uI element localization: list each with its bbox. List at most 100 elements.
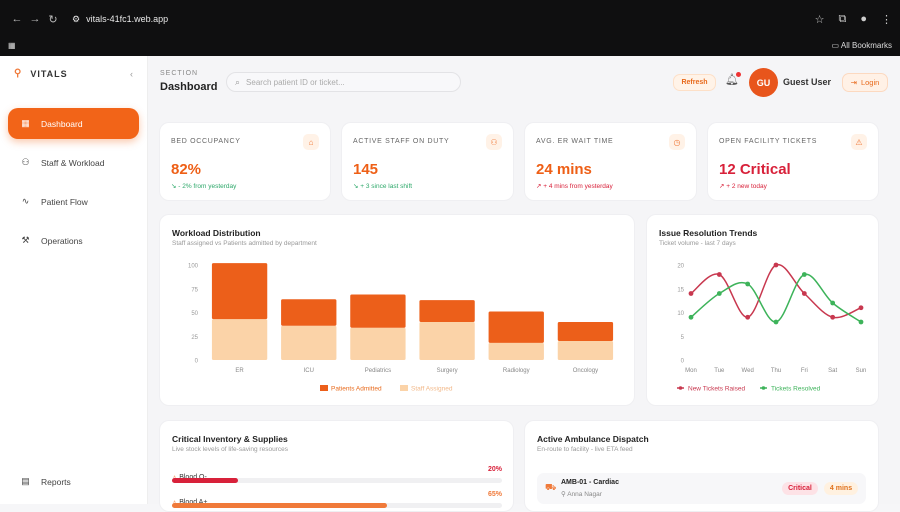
- y-tick-label: 15: [677, 287, 684, 293]
- y-tick-label: 0: [681, 359, 685, 365]
- drop-icon: ♁: [172, 499, 177, 506]
- ambulance-card: Active Ambulance Dispatch En-route to fa…: [524, 420, 879, 512]
- profile-icon[interactable]: ●: [860, 12, 867, 25]
- alert-icon: ⚠: [851, 134, 867, 150]
- kpi-trend: ↗ + 2 new today: [719, 183, 767, 190]
- data-point: [716, 291, 722, 296]
- sidebar-item-label: Staff & Workload: [41, 157, 105, 168]
- back-icon[interactable]: ←: [11, 13, 23, 25]
- all-bookmarks[interactable]: ▭ All Bookmarks: [831, 40, 892, 50]
- sidebar-item-patient-flow[interactable]: ∿ Patient Flow: [8, 186, 139, 217]
- priority-badge: Critical: [782, 482, 818, 495]
- x-tick-label: Radiology: [503, 368, 530, 374]
- x-tick-label: Sun: [856, 368, 867, 374]
- x-tick-label: Fri: [801, 368, 808, 374]
- kpi-label: ACTIVE STAFF ON DUTY: [353, 138, 450, 145]
- brand-name: VITALS: [30, 68, 68, 79]
- sidebar-item-operations[interactable]: ⚒ Operations: [8, 225, 139, 256]
- ambulance-name: AMB-01 - Cardiac: [561, 479, 619, 486]
- location-pin-icon: ⚲: [14, 68, 23, 79]
- ambulance-list-item[interactable]: ⛟ AMB-01 - Cardiac ⚲ Anna Nagar Critical…: [537, 473, 866, 504]
- all-bookmarks-label: All Bookmarks: [840, 40, 892, 50]
- site-info-icon[interactable]: ⚙: [72, 13, 81, 24]
- x-tick-label: ICU: [304, 368, 314, 374]
- inventory-pct: 65%: [487, 491, 502, 498]
- series-line: [690, 273, 862, 323]
- legend-label: Staff Assigned: [411, 386, 453, 393]
- browser-chrome: ← → ↻ ⚙ vitals-41fc1.web.app ☆ ⧉ ● ⋮ ▦ ▭…: [0, 0, 900, 56]
- data-point: [801, 291, 807, 296]
- legend-dot: [761, 386, 766, 390]
- address-bar[interactable]: ⚙ vitals-41fc1.web.app: [72, 14, 168, 25]
- y-tick-label: 0: [195, 359, 199, 365]
- issue-line-chart: 0 5 10 15 20 Mon Tue Wed Thu Fri Sat Sun New Tickets…: [677, 262, 867, 393]
- x-tick-label: Thu: [771, 368, 781, 374]
- x-tick-label: Mon: [685, 368, 697, 374]
- issue-trends-card: Issue Resolution Trends Ticket volume - …: [646, 214, 879, 406]
- x-tick-label: ER: [235, 368, 244, 374]
- y-tick-label: 100: [188, 264, 199, 270]
- sidebar-item-dashboard[interactable]: ▦ Dashboard: [8, 108, 139, 139]
- extensions-icon[interactable]: ⧉: [838, 12, 847, 25]
- reload-icon[interactable]: ↻: [48, 13, 58, 26]
- data-point: [688, 291, 694, 296]
- sidebar-item-reports[interactable]: ▤ Reports: [8, 466, 139, 497]
- notification-dot: [735, 72, 741, 77]
- data-point: [688, 314, 694, 320]
- search-box[interactable]: ⌕: [226, 72, 461, 92]
- menu-kebab-icon[interactable]: ⋮: [881, 13, 892, 26]
- kpi-trend: ↘ + 3 since last shift: [353, 183, 413, 190]
- document-icon: ▤: [21, 476, 30, 486]
- kpi-value: 82%: [171, 161, 202, 178]
- kpi-value: 24 mins: [536, 161, 592, 178]
- inventory-title: Critical Inventory & Supplies: [172, 434, 288, 444]
- bar-segment: [488, 342, 544, 360]
- grid-icon: ▦: [21, 118, 30, 128]
- y-tick-label: 50: [191, 311, 198, 317]
- bar-segment: [211, 263, 268, 320]
- apps-icon[interactable]: ▦: [8, 40, 16, 50]
- login-button[interactable]: ⇥ Login: [842, 73, 888, 92]
- x-tick-label: Tue: [714, 368, 725, 374]
- bar-segment: [557, 322, 614, 341]
- kpi-card-active-staff: ACTIVE STAFF ON DUTY ⚇ 145 ↘ + 3 since l…: [341, 122, 514, 201]
- legend-label: New Tickets Raised: [688, 386, 745, 393]
- notification-bell-icon[interactable]: 🔔︎: [725, 72, 741, 86]
- collapse-sidebar-icon[interactable]: ‹: [130, 69, 133, 79]
- sidebar: ⚲ VITALS ‹ ▦ Dashboard ⚇ Staff & Workloa…: [0, 56, 148, 504]
- ambulance-location-text: Anna Nagar: [567, 491, 602, 498]
- wrench-icon: ⚒: [21, 235, 30, 245]
- bookmark-star-icon[interactable]: ☆: [814, 13, 825, 26]
- url-text: vitals-41fc1.web.app: [86, 14, 169, 24]
- workload-chart-card: Workload Distribution Staff assigned vs …: [159, 214, 635, 406]
- y-tick-label: 5: [681, 335, 685, 341]
- y-tick-label: 25: [191, 335, 198, 341]
- user-name: Guest User: [783, 77, 832, 87]
- clock-icon: ◷: [669, 134, 685, 150]
- app-root: ⚲ VITALS ‹ ▦ Dashboard ⚇ Staff & Workloa…: [0, 56, 900, 512]
- data-point: [745, 314, 751, 320]
- sidebar-item-staff-workload[interactable]: ⚇ Staff & Workload: [8, 147, 139, 178]
- forward-icon[interactable]: →: [29, 13, 41, 25]
- data-point: [773, 262, 779, 268]
- data-point: [773, 319, 779, 325]
- x-tick-label: Oncology: [573, 368, 598, 374]
- page-title: Dashboard: [160, 81, 218, 93]
- inventory-bar-fill: [172, 478, 238, 483]
- legend-dot: [678, 386, 683, 390]
- search-input[interactable]: [246, 77, 447, 87]
- kpi-value: 145: [353, 161, 379, 178]
- inventory-pct: 20%: [487, 466, 502, 473]
- bed-icon: ⌂: [303, 134, 319, 150]
- legend-swatch: [320, 385, 328, 391]
- legend-swatch: [400, 385, 408, 391]
- inventory-item-blood-a-pos: ♁ Blood A+ 65%: [172, 491, 502, 509]
- ambulance-icon: ⛟: [545, 482, 557, 492]
- avatar[interactable]: GU: [749, 68, 778, 97]
- pin-icon: ⚲: [561, 491, 566, 498]
- chart-subtitle: Ticket volume - last 7 days: [659, 240, 736, 247]
- drop-icon: ♁: [172, 474, 177, 481]
- chart-subtitle: Staff assigned vs Patients admitted by d…: [172, 240, 317, 247]
- refresh-button[interactable]: Refresh: [673, 74, 716, 91]
- bar-segment: [211, 319, 268, 360]
